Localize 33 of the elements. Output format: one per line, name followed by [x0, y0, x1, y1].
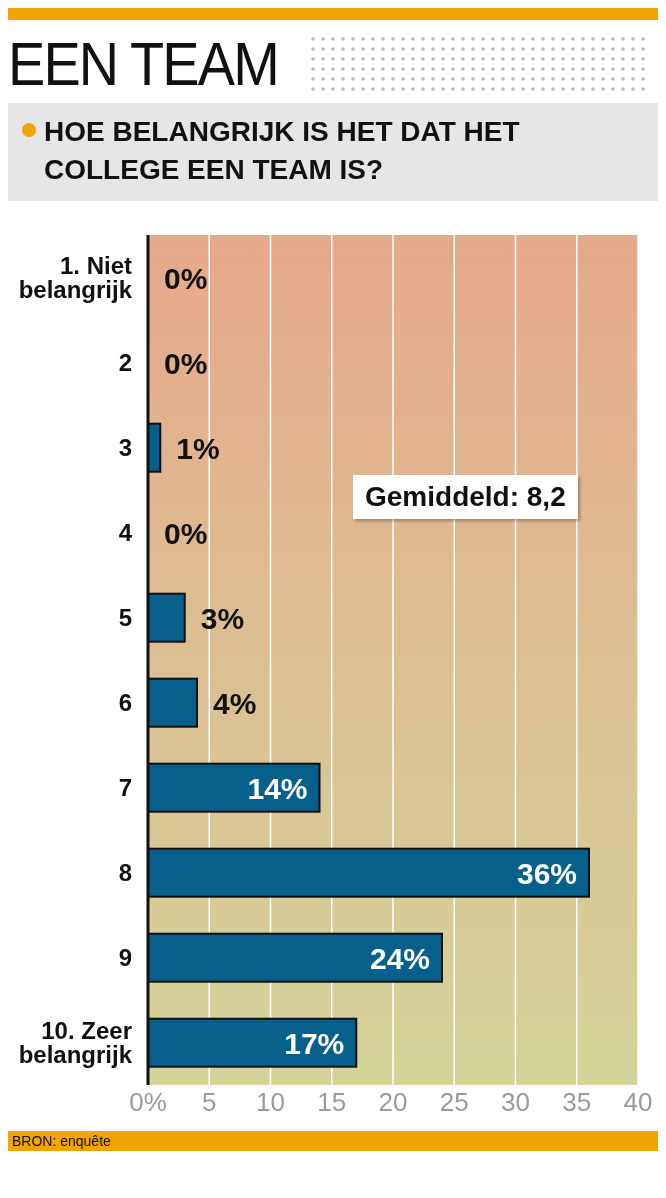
x-tick-label: 0% [129, 1087, 167, 1118]
y-tick-label: 5 [118, 603, 132, 631]
data-label: 4% [213, 686, 257, 720]
x-tick-label: 10 [256, 1087, 285, 1118]
data-label: 36% [516, 856, 577, 890]
y-tick-label: 9 [118, 943, 132, 971]
y-tick-label: 7 [118, 773, 132, 801]
data-label: 14% [247, 771, 308, 805]
x-tick-label: 40 [623, 1087, 653, 1118]
x-tick-label: 25 [439, 1087, 469, 1118]
y-tick-label: 4 [118, 518, 133, 546]
data-label: 0% [164, 516, 208, 550]
data-label: 0% [164, 346, 208, 380]
y-tick-label: 10. Zeer belangrijk [18, 1016, 133, 1068]
chart-title: EEN TEAM [8, 28, 278, 99]
annotation: Gemiddeld: 8,2 [353, 475, 578, 519]
x-tick-label: 30 [501, 1087, 530, 1118]
y-tick-label: 6 [118, 688, 132, 716]
data-label: 1% [176, 431, 220, 465]
text: BRON: enquête [8, 1131, 658, 1151]
data-label: 3% [200, 601, 245, 635]
data-label: 0% [164, 261, 208, 295]
x-tick-label: 35 [562, 1087, 592, 1118]
y-tick-label: 8 [118, 858, 132, 886]
data-label: 24% [369, 941, 430, 975]
y-tick-label: 2 [118, 348, 132, 376]
data-label: 17% [284, 1026, 345, 1060]
x-tick-label: 5 [202, 1087, 217, 1118]
y-tick-label: 1. Niet belangrijk [18, 251, 133, 303]
chart-subtitle: HOE BELANGRIJK IS HET DAT HET COLLEGE EEN TEAM IS? [44, 115, 521, 187]
y-tick-label: 3 [118, 433, 132, 461]
x-tick-label: 15 [317, 1087, 347, 1118]
x-tick-label: 20 [378, 1087, 408, 1118]
